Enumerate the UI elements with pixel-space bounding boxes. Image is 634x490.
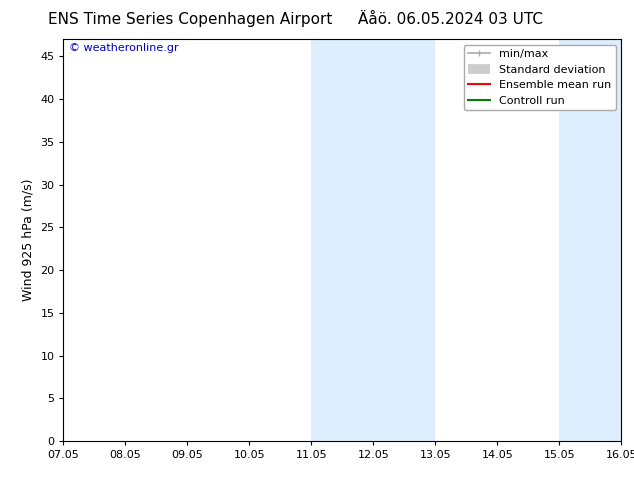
Legend: min/max, Standard deviation, Ensemble mean run, Controll run: min/max, Standard deviation, Ensemble me… — [463, 45, 616, 110]
Text: © weatheronline.gr: © weatheronline.gr — [69, 43, 179, 53]
Text: ENS Time Series Copenhagen Airport: ENS Time Series Copenhagen Airport — [48, 12, 332, 27]
Bar — [559, 39, 634, 441]
Text: Äåö. 06.05.2024 03 UTC: Äåö. 06.05.2024 03 UTC — [358, 12, 543, 27]
Bar — [311, 39, 436, 441]
Y-axis label: Wind 925 hPa (m/s): Wind 925 hPa (m/s) — [22, 179, 35, 301]
